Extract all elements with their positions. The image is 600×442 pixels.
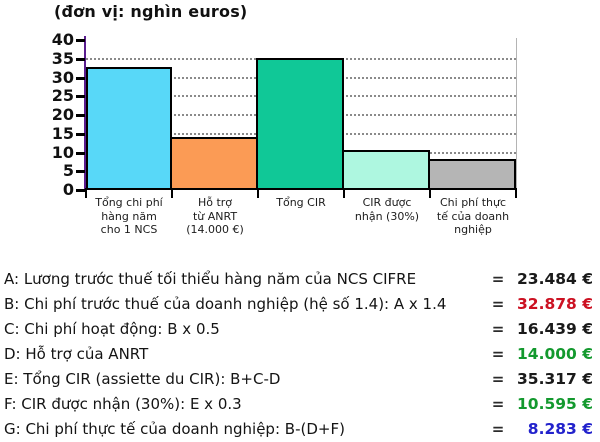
x-category-label-line: (14.000 €) — [186, 223, 244, 236]
equals-sign: = — [491, 344, 505, 363]
legend-row: C: Chi phí hoạt động: B x 0.5 = 16.439 € — [0, 316, 600, 341]
x-axis-tick — [171, 190, 173, 198]
x-category-label-line: cho 1 NCS — [100, 223, 158, 236]
x-axis — [85, 188, 517, 190]
legend-row: A: Lương trước thuế tối thiểu hàng năm c… — [0, 266, 600, 291]
legend-row: D: Hỗ trợ của ANRT = 14.000 € — [0, 341, 600, 366]
equals-sign: = — [491, 269, 505, 288]
equals-sign: = — [491, 294, 505, 313]
x-axis-tick — [343, 190, 345, 198]
x-axis-tick — [85, 190, 87, 198]
legend-row-label: C: Chi phí hoạt động: B x 0.5 — [4, 319, 220, 338]
x-category-label-line: nhận (30%) — [354, 209, 420, 223]
legend-row: E: Tổng CIR (assiette du CIR): B+C-D = 35.… — [0, 366, 600, 391]
equals-sign: = — [491, 369, 505, 388]
x-category-label: Chi phí thực tế của doanh nghiệp — [429, 196, 517, 237]
legend-row-label: G: Chi phí thực tế của doanh nghiệp: B-(… — [4, 419, 345, 438]
legend-row-value: 8.283 € — [527, 419, 593, 438]
bar — [86, 67, 172, 190]
x-axis-tick — [515, 190, 517, 198]
x-category-label-line: hàng năm — [101, 209, 157, 223]
bar — [256, 58, 344, 190]
y-tick-label: 0 — [62, 180, 74, 199]
legend-row-value: 10.595 € — [517, 394, 593, 413]
legend-row: B: Chi phí trước thuế của doanh nghiệp (… — [0, 291, 600, 316]
x-category-label-line: nghiệp — [454, 223, 492, 236]
y-tick — [76, 170, 85, 174]
x-axis-tick — [257, 190, 259, 198]
x-category-label: Hỗ trợ từ ANRT (14.000 €) — [171, 196, 259, 237]
legend-row: F: CIR được nhận (30%): E x 0.3 = 10.595 € — [0, 391, 600, 416]
legend-row-label: F: CIR được nhận (30%): E x 0.3 — [4, 394, 242, 413]
legend-row-value: 14.000 € — [517, 344, 593, 363]
y-tick-label: 25 — [51, 86, 74, 106]
x-category-label-line: tế của doanh — [436, 209, 510, 223]
chart-title: (đơn vị: nghìn euros) — [54, 2, 248, 21]
legend-row-label: B: Chi phí trước thuế của doanh nghiệp (… — [4, 294, 447, 313]
bar — [342, 150, 430, 190]
y-tick — [76, 132, 85, 136]
legend-row-value: 35.317 € — [517, 369, 593, 388]
y-tick — [76, 57, 85, 61]
y-tick — [76, 151, 85, 155]
x-category-label-line: Chi phí thực — [439, 196, 507, 209]
x-category-label: CIR được nhận (30%) — [343, 196, 431, 223]
y-tick-label: 15 — [51, 123, 74, 143]
legend-row-value: 32.878 € — [517, 294, 593, 313]
equals-sign: = — [491, 319, 505, 338]
legend-row: G: Chi phí thực tế của doanh nghiệp: B-(… — [0, 416, 600, 441]
equals-sign: = — [491, 419, 505, 438]
y-tick-label: 30 — [51, 67, 74, 87]
legend-row-label: E: Tổng CIR (assiette du CIR): B+C-D — [4, 369, 281, 388]
y-tick — [76, 39, 85, 42]
x-category-label-line: từ ANRT — [192, 209, 238, 223]
y-tick-label: 5 — [62, 161, 74, 181]
bar — [428, 159, 516, 190]
y-tick — [76, 189, 85, 192]
y-tick-label: 35 — [51, 48, 74, 68]
equals-sign: = — [491, 394, 505, 413]
x-axis-tick — [429, 190, 431, 198]
y-tick-label: 10 — [51, 142, 74, 162]
legend-row-label: D: Hỗ trợ của ANRT — [4, 344, 149, 363]
x-category-label: Tổng chi phí hàng năm cho 1 NCS — [85, 196, 173, 237]
y-axis — [84, 36, 86, 192]
x-category-label-line: Tổng CIR — [276, 196, 326, 209]
y-tick — [76, 114, 85, 117]
x-category-label-line: CIR được — [362, 196, 412, 209]
bar — [170, 137, 258, 190]
legend-row-label: A: Lương trước thuế tối thiểu hàng năm c… — [4, 269, 417, 288]
x-category-label-line: Hỗ trợ — [197, 196, 233, 209]
y-tick-label: 20 — [51, 105, 74, 124]
calculation-list: A: Lương trước thuế tối thiểu hàng năm c… — [0, 266, 600, 441]
x-category-label-line: Tổng chi phí — [95, 196, 163, 209]
y-tick-label: 40 — [51, 30, 74, 49]
y-tick — [76, 95, 85, 99]
x-category-label: Tổng CIR — [257, 196, 345, 210]
legend-row-value: 16.439 € — [517, 319, 593, 338]
plot-area — [86, 40, 516, 190]
legend-row-value: 23.484 € — [517, 269, 593, 288]
y-tick — [76, 76, 85, 80]
plot-right-border — [516, 38, 517, 190]
